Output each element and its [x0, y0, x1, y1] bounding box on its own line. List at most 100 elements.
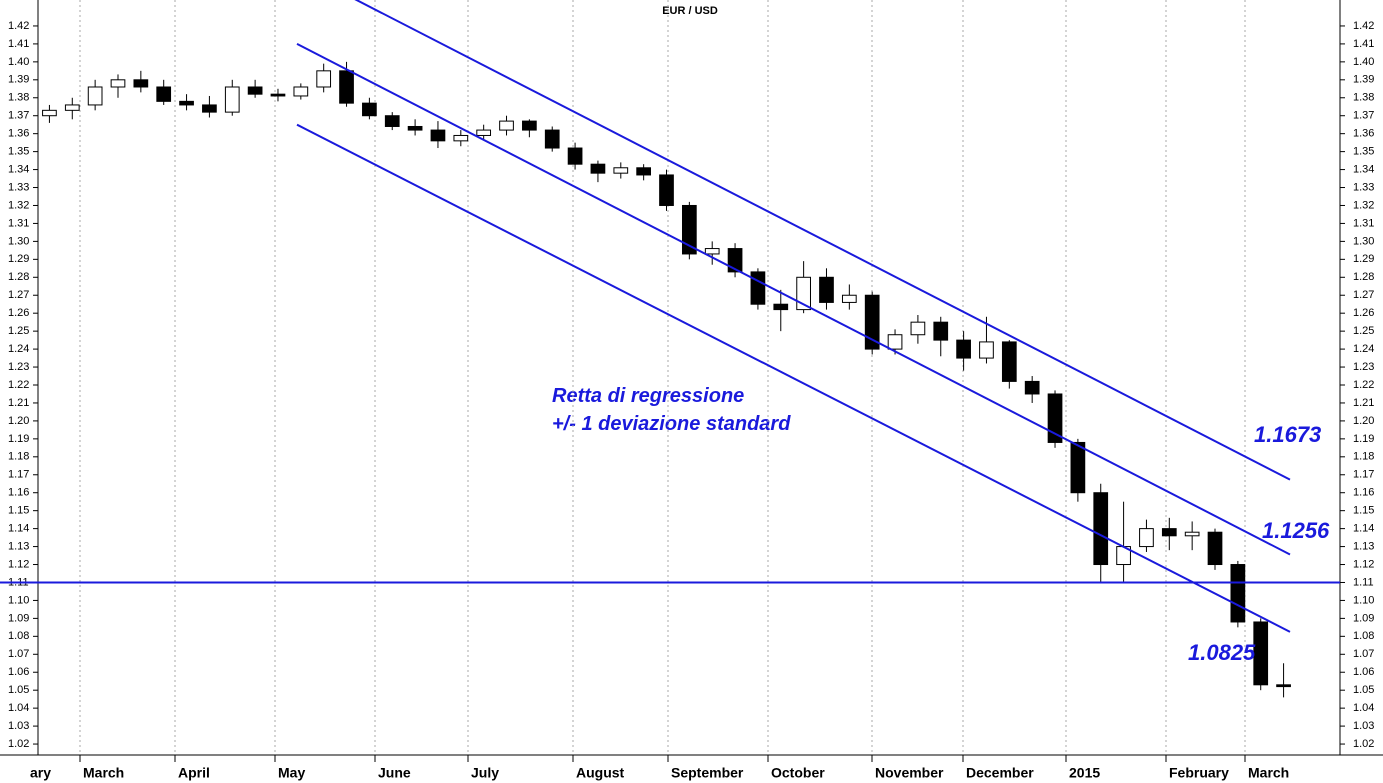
- y-tick-label: 1.41: [1353, 38, 1374, 50]
- candle-body: [1230, 564, 1246, 623]
- candle-body: [864, 294, 880, 350]
- x-tick-label: March: [83, 765, 124, 781]
- y-tick-label: 1.13: [8, 540, 29, 552]
- y-tick-label: 1.26: [1353, 307, 1374, 319]
- y-tick-label: 1.28: [1353, 271, 1374, 283]
- y-tick-label: 1.16: [1353, 487, 1374, 499]
- y-tick-label: 1.08: [1353, 630, 1374, 642]
- y-tick-label: 1.21: [1353, 397, 1374, 409]
- candle-body: [910, 321, 926, 336]
- annotation: +/- 1 deviazione standard: [552, 413, 791, 435]
- candle-body: [339, 70, 354, 104]
- y-tick-label: 1.11: [1353, 576, 1374, 588]
- candle-body: [933, 321, 949, 341]
- y-tick-label: 1.07: [8, 648, 29, 660]
- x-tick-label: June: [378, 765, 411, 781]
- y-tick-label: 1.40: [1353, 56, 1374, 68]
- candle-body: [522, 120, 537, 131]
- candle-body: [1184, 531, 1200, 537]
- y-tick-label: 1.35: [1353, 146, 1374, 158]
- candle-body: [1047, 393, 1063, 443]
- y-tick-label: 1.17: [1353, 469, 1374, 481]
- candle-body: [590, 163, 606, 174]
- x-tick-label: 2015: [1069, 765, 1100, 781]
- candle-body: [156, 86, 172, 102]
- y-tick-label: 1.10: [8, 594, 29, 606]
- y-tick-label: 1.18: [1353, 451, 1374, 463]
- y-tick-label: 1.32: [8, 199, 29, 211]
- x-tick-label: April: [178, 765, 210, 781]
- x-tick-label: May: [278, 765, 305, 781]
- candle-body: [476, 129, 492, 136]
- y-tick-label: 1.36: [1353, 128, 1374, 140]
- x-tick-label: February: [1169, 765, 1229, 781]
- y-tick-label: 1.25: [8, 325, 29, 337]
- y-tick-label: 1.38: [8, 92, 29, 104]
- candle-body: [681, 204, 697, 255]
- y-tick-label: 1.23: [1353, 361, 1374, 373]
- candle-body: [293, 86, 309, 97]
- candle-body: [1161, 528, 1177, 537]
- candle-body: [384, 115, 400, 127]
- y-tick-label: 1.36: [8, 128, 29, 140]
- candle-body: [567, 147, 583, 165]
- candle-body: [659, 174, 674, 206]
- y-tick-label: 1.23: [8, 361, 29, 373]
- y-tick-label: 1.10: [1353, 594, 1374, 606]
- y-tick-label: 1.30: [8, 235, 29, 247]
- x-tick-label: November: [875, 765, 944, 781]
- candle-body: [224, 86, 240, 113]
- y-tick-label: 1.22: [8, 379, 29, 391]
- y-tick-label: 1.06: [1353, 666, 1374, 678]
- candle-body: [1001, 341, 1017, 382]
- candle-body: [87, 86, 103, 106]
- candle-body: [613, 167, 629, 174]
- candle-body: [179, 100, 194, 106]
- y-tick-label: 1.24: [1353, 343, 1374, 355]
- y-tick-label: 1.03: [8, 720, 29, 732]
- annotation: Retta di regressione: [552, 385, 744, 407]
- y-tick-label: 1.16: [8, 487, 29, 499]
- y-tick-label: 1.39: [1353, 74, 1374, 86]
- x-tick-label: ary: [30, 765, 51, 781]
- y-tick-label: 1.12: [8, 558, 29, 570]
- candle-body: [887, 334, 903, 350]
- y-tick-label: 1.34: [1353, 163, 1374, 175]
- candle-body: [1070, 441, 1086, 494]
- y-tick-label: 1.27: [1353, 289, 1374, 301]
- y-tick-label: 1.17: [8, 469, 29, 481]
- candle-body: [247, 86, 263, 95]
- y-tick-label: 1.13: [1353, 540, 1374, 552]
- y-tick-label: 1.38: [1353, 92, 1374, 104]
- candle-body: [499, 120, 514, 131]
- candle-body: [270, 93, 286, 97]
- candle-body: [110, 79, 126, 88]
- y-tick-label: 1.37: [1353, 110, 1374, 122]
- y-tick-label: 1.04: [1353, 702, 1374, 714]
- y-tick-label: 1.31: [1353, 217, 1374, 229]
- y-tick-label: 1.08: [8, 630, 29, 642]
- x-tick-label: December: [966, 765, 1034, 781]
- y-tick-label: 1.39: [8, 74, 29, 86]
- y-tick-label: 1.21: [8, 397, 29, 409]
- candle-body: [1093, 492, 1109, 566]
- candle-body: [727, 248, 743, 273]
- y-tick-label: 1.40: [8, 56, 29, 68]
- y-tick-label: 1.15: [1353, 505, 1374, 517]
- y-tick-label: 1.02: [8, 738, 29, 750]
- x-tick-label: August: [576, 765, 625, 781]
- candle-body: [1139, 528, 1154, 548]
- candle-body: [1024, 380, 1040, 395]
- regression-line: [296, 123, 1291, 633]
- line-end-label: 1.1256: [1262, 518, 1330, 543]
- y-tick-label: 1.09: [1353, 612, 1374, 624]
- y-tick-label: 1.41: [8, 38, 29, 50]
- y-tick-label: 1.32: [1353, 199, 1374, 211]
- candle-body: [819, 276, 834, 303]
- regression-line: [354, 0, 1291, 481]
- candle-body: [316, 70, 332, 88]
- line-end-label: 1.1673: [1254, 422, 1321, 447]
- y-tick-label: 1.12: [1353, 558, 1374, 570]
- y-tick-label: 1.18: [8, 451, 29, 463]
